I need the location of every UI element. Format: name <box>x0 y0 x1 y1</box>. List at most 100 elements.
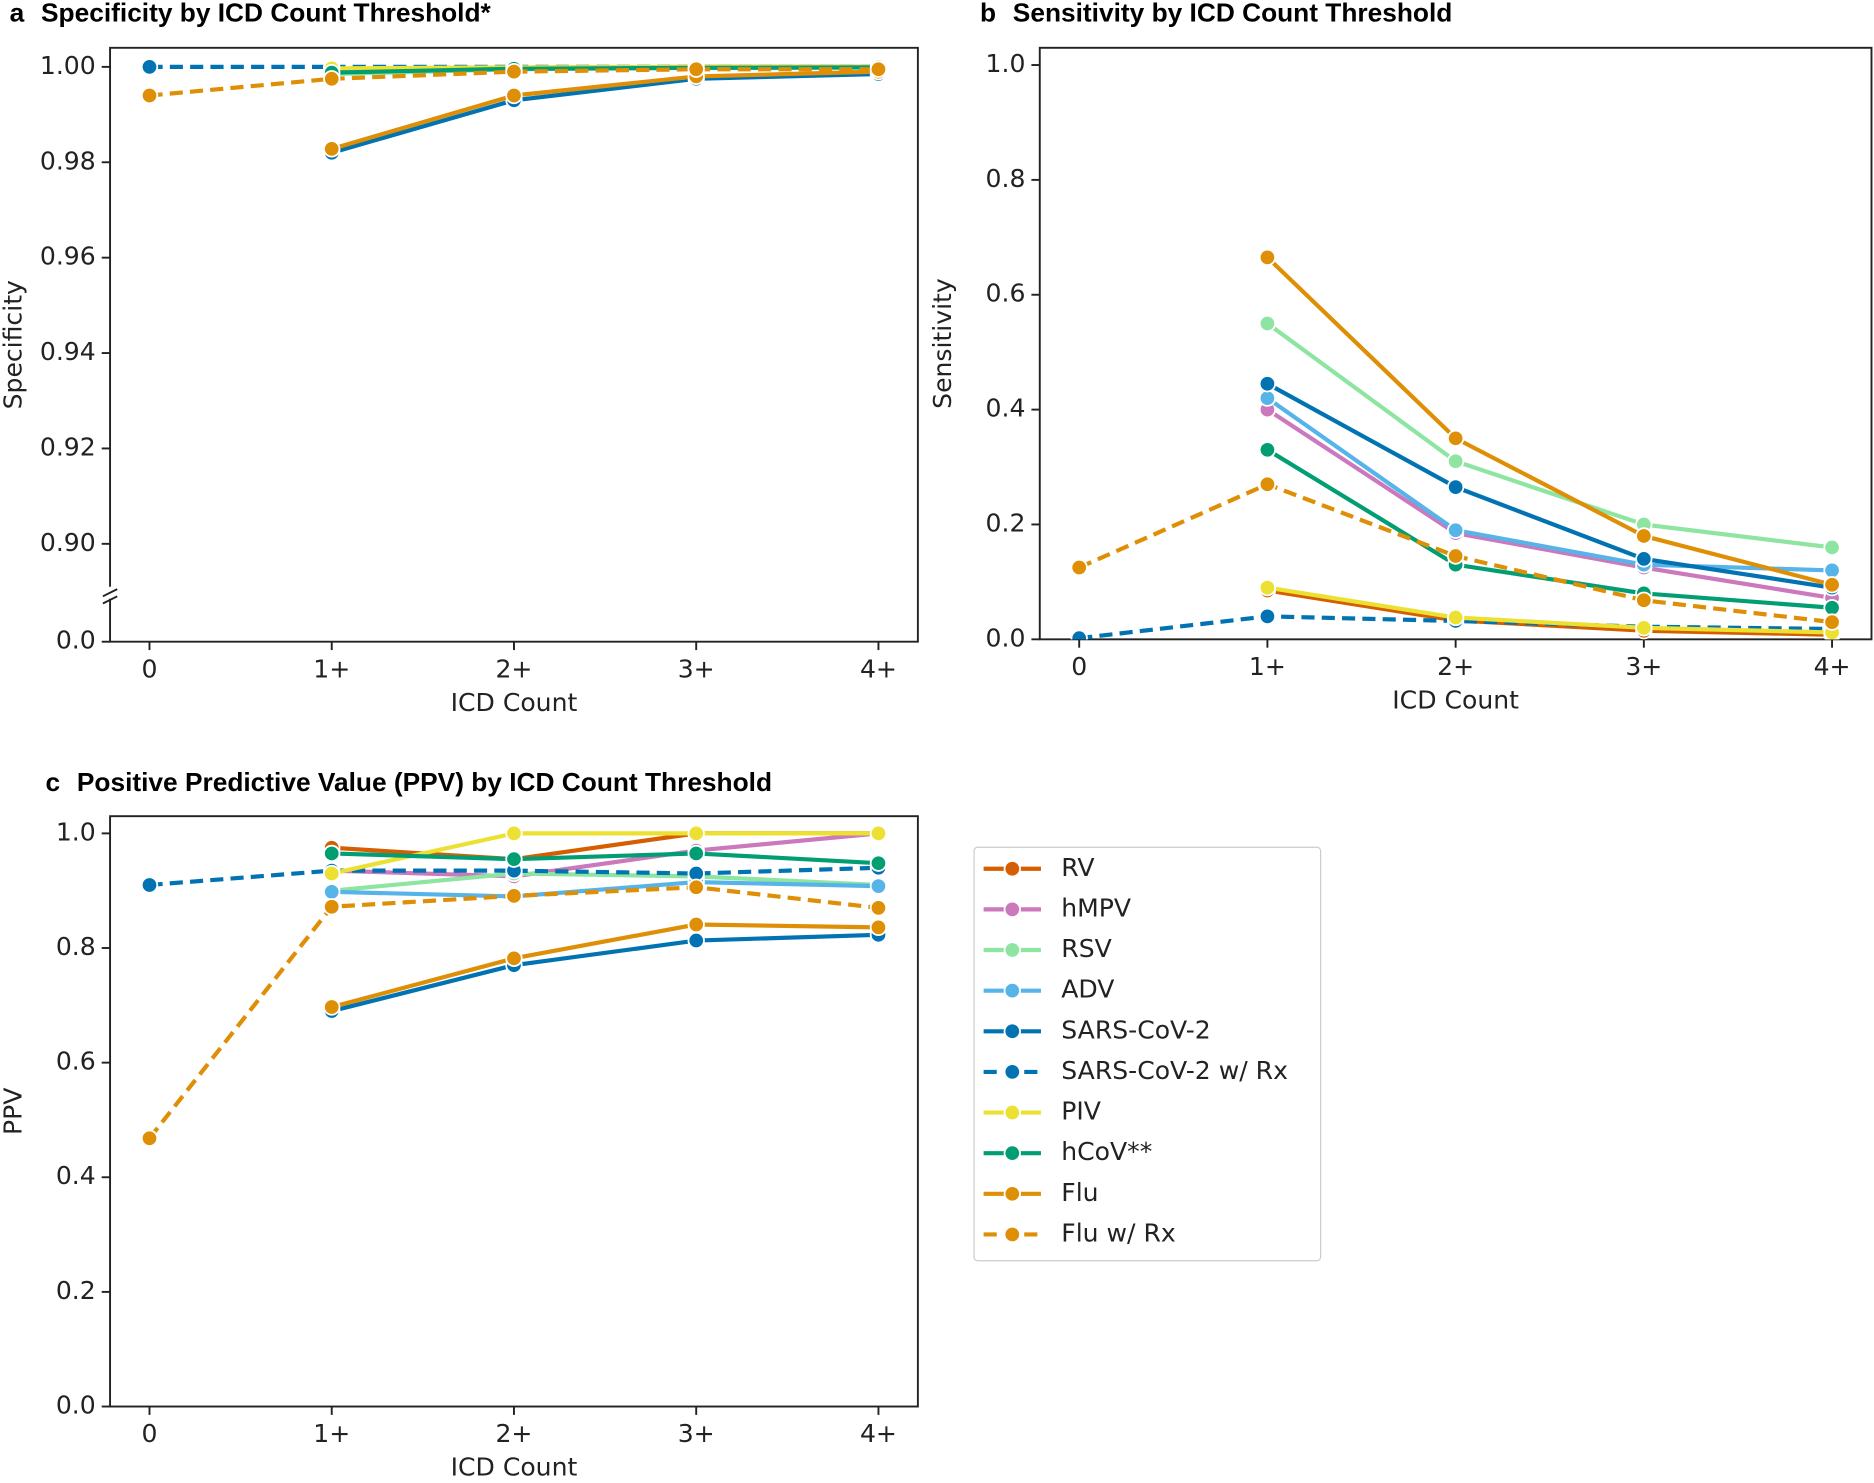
series <box>1258 581 1841 640</box>
point <box>1258 441 1277 459</box>
series-line <box>1266 321 1833 550</box>
legend-marker <box>1003 1103 1021 1122</box>
x-tick-label: 3+ <box>678 654 715 683</box>
legend-label: SARS-CoV-2 w/ Rx <box>1061 1056 1288 1085</box>
series-line <box>331 871 879 893</box>
series-line <box>149 67 879 98</box>
chart-title: c Positive Predictive Value (PPV) by ICD … <box>46 767 773 797</box>
series-line <box>1266 381 1833 590</box>
series <box>323 926 888 1020</box>
y-axis-label: PPV <box>0 1088 27 1135</box>
point <box>140 86 159 105</box>
x-axis-label: ICD Count <box>451 1453 578 1482</box>
legend-marker <box>1003 1022 1021 1040</box>
point <box>505 62 523 81</box>
series <box>1070 475 1841 631</box>
y-tick-label: 0.96 <box>40 242 96 271</box>
series-line <box>331 71 879 155</box>
point <box>1823 576 1841 594</box>
series-line <box>1266 448 1833 610</box>
x-tick-label: 3+ <box>678 1419 715 1448</box>
legend-marker <box>1003 941 1021 959</box>
y-tick-label: 0.8 <box>56 932 96 961</box>
point <box>869 877 888 895</box>
y-tick-label: 0.4 <box>56 1161 96 1190</box>
series <box>323 65 888 162</box>
point <box>687 824 705 843</box>
point <box>1635 591 1653 609</box>
y-tick-label: 0.4 <box>986 394 1026 423</box>
legend-label: Flu w/ Rx <box>1061 1218 1176 1247</box>
series <box>323 873 888 906</box>
point <box>1070 558 1088 577</box>
y-tick-label: 0.2 <box>986 508 1026 537</box>
x-axis-label: ICD Count <box>451 688 578 717</box>
legend-marker <box>1003 900 1021 919</box>
point <box>1823 599 1841 617</box>
point <box>505 824 523 843</box>
point <box>869 918 888 937</box>
series <box>1258 375 1841 597</box>
point <box>687 931 705 950</box>
series-line <box>1267 585 1833 635</box>
point <box>1823 613 1841 631</box>
series-line <box>331 831 879 879</box>
panel-letter: b <box>980 0 996 27</box>
series-line <box>1266 396 1833 573</box>
series <box>323 824 888 883</box>
legend-label: RV <box>1061 853 1094 882</box>
point <box>1635 550 1653 568</box>
legend-marker <box>1003 1225 1021 1244</box>
legend-label: ADV <box>1061 975 1114 1004</box>
y-axis-label: Specificity <box>0 280 27 409</box>
legend-marker <box>1003 860 1021 878</box>
point <box>505 850 523 868</box>
x-tick-label: 1+ <box>313 654 350 683</box>
point <box>1258 248 1277 267</box>
point <box>1258 375 1277 393</box>
point <box>687 878 705 896</box>
x-tick-label: 2+ <box>495 654 532 683</box>
axis-break <box>102 595 118 605</box>
panel-letter: a <box>10 0 25 27</box>
x-tick-label: 4+ <box>860 1419 897 1448</box>
point <box>1635 527 1653 545</box>
x-tick-label: 1+ <box>313 1419 350 1448</box>
point <box>1446 521 1465 539</box>
legend-label: hCoV** <box>1061 1137 1152 1166</box>
point <box>869 824 888 843</box>
y-tick-label: 1.00 <box>40 51 96 80</box>
y-tick-label: 0.6 <box>56 1047 96 1076</box>
x-tick-label: 0 <box>142 1419 158 1448</box>
point <box>140 58 159 76</box>
point <box>687 60 705 78</box>
series <box>1258 248 1841 594</box>
point <box>1070 629 1088 640</box>
point <box>1446 608 1465 627</box>
legend-marker <box>1003 981 1021 1000</box>
legend-box <box>973 846 1322 1262</box>
point <box>1258 314 1277 333</box>
point <box>869 899 888 917</box>
series <box>323 915 888 1016</box>
y-tick-label: 1.0 <box>986 49 1026 78</box>
series-line <box>1267 588 1833 637</box>
point <box>1446 429 1465 447</box>
legend-label: hMPV <box>1061 893 1131 922</box>
point <box>1446 478 1465 496</box>
y-tick-label: 0.98 <box>40 146 96 175</box>
series <box>140 60 888 105</box>
x-tick-label: 3+ <box>1625 652 1662 681</box>
title-text: Specificity by ICD Count Threshold* <box>41 0 492 27</box>
y-tick-label: 0.92 <box>40 432 96 461</box>
y-tick-label: 1.0 <box>56 817 96 846</box>
y-tick-label: 0.0 <box>56 1391 96 1420</box>
legend-label: RSV <box>1061 934 1112 963</box>
point <box>1258 578 1277 597</box>
point <box>1446 547 1465 565</box>
title-text: Sensitivity by ICD Count Threshold <box>1013 0 1453 27</box>
y-tick-label: 0.94 <box>40 337 96 366</box>
y-tick-label: 0.8 <box>986 164 1026 193</box>
point <box>1258 475 1277 493</box>
chart-title: b Sensitivity by ICD Count Threshold <box>980 0 1452 27</box>
